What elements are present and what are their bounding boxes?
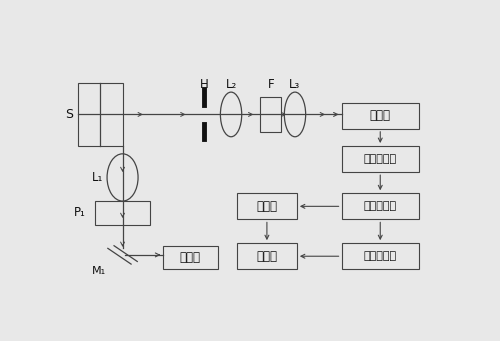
Text: 计算机: 计算机 — [256, 250, 278, 263]
Bar — [342, 243, 419, 269]
Text: M₁: M₁ — [92, 266, 106, 276]
Bar — [342, 193, 419, 220]
Bar — [163, 246, 218, 269]
Text: 光电转换器: 光电转换器 — [364, 154, 397, 164]
Text: 激光器: 激光器 — [180, 251, 201, 264]
Text: 脉冲计数器: 脉冲计数器 — [364, 251, 397, 261]
Text: 相关器: 相关器 — [256, 200, 278, 213]
Text: S: S — [66, 108, 74, 121]
Text: P₁: P₁ — [74, 206, 86, 219]
Bar — [78, 83, 122, 146]
Bar — [96, 201, 150, 225]
Text: L₃: L₃ — [290, 78, 300, 91]
Bar — [237, 193, 297, 220]
Bar — [342, 146, 419, 172]
Bar — [237, 243, 297, 269]
Text: L₁: L₁ — [92, 171, 103, 184]
Text: 信号放大器: 信号放大器 — [364, 201, 397, 211]
Bar — [342, 103, 419, 129]
Text: L₂: L₂ — [226, 78, 236, 91]
Text: H: H — [200, 78, 208, 91]
Text: 单色仪: 单色仪 — [370, 109, 391, 122]
Bar — [260, 98, 281, 132]
Text: F: F — [268, 78, 274, 91]
